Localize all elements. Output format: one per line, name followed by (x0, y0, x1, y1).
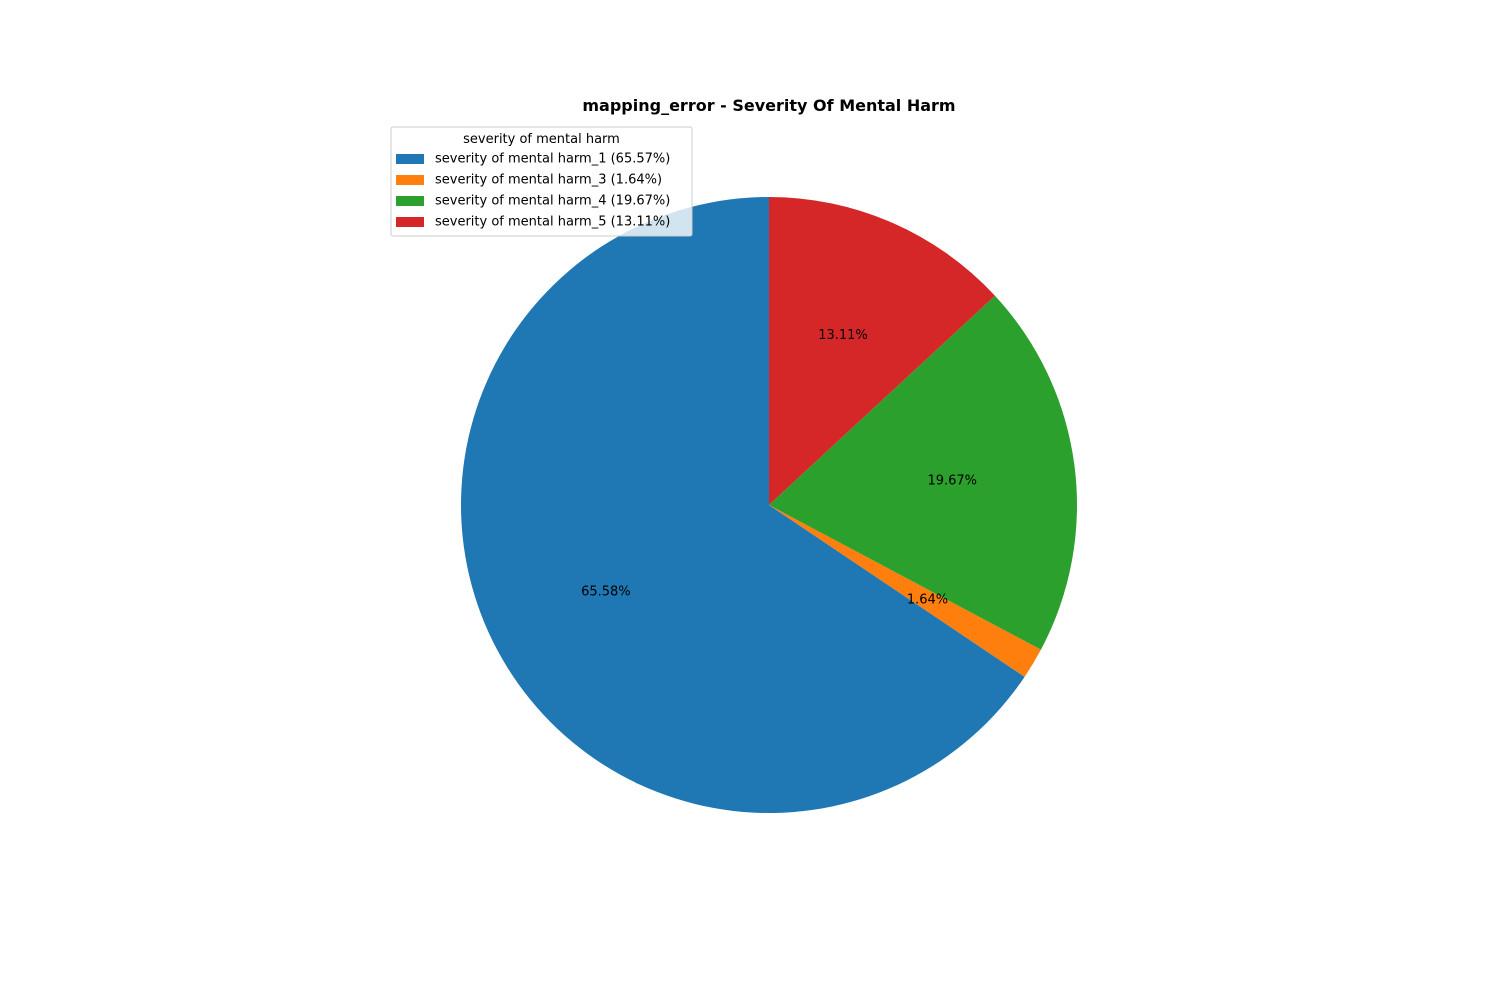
legend-title: severity of mental harm (463, 132, 620, 147)
pie-chart (460, 197, 1077, 814)
legend-swatch (396, 154, 424, 164)
pie-slice-severity-of-mental-harm-5 (769, 197, 995, 505)
legend-swatch (396, 217, 424, 227)
pie-slice-label: 13.11% (818, 328, 868, 343)
pie-labels: 65.58% 1.64% 19.67% 13.11% (581, 328, 977, 607)
pie-slice-label: 19.67% (927, 474, 977, 489)
legend-swatch (396, 196, 424, 206)
pie-slice-label: 65.58% (581, 584, 631, 599)
legend-entry-label: severity of mental harm_5 (13.11%) (435, 215, 670, 230)
pie-slice-severity-of-mental-harm-1 (460, 197, 1025, 814)
chart-title: mapping_error - Severity Of Mental Harm (582, 96, 955, 115)
pie-slice-severity-of-mental-harm-4 (769, 295, 1077, 650)
legend-entry-label: severity of mental harm_4 (19.67%) (435, 194, 670, 209)
legend-items: severity of mental harm_1 (65.57%) severi… (396, 152, 670, 230)
legend-box (390, 126, 693, 237)
pie-slice-label: 1.64% (907, 593, 948, 608)
legend-entry-label: severity of mental harm_3 (1.64%) (435, 173, 662, 188)
legend-entry-label: severity of mental harm_1 (65.57%) (435, 152, 670, 167)
pie-slice-severity-of-mental-harm-3 (769, 505, 1041, 677)
legend: severity of mental harm severity of ment… (390, 126, 693, 237)
legend-swatch (396, 175, 424, 185)
